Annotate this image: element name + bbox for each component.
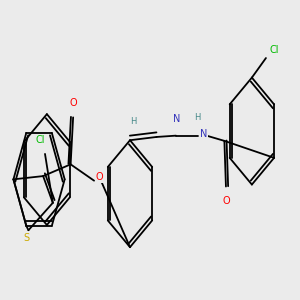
Text: H: H: [194, 113, 200, 122]
Text: O: O: [96, 172, 103, 182]
Text: Cl: Cl: [270, 45, 279, 55]
Text: S: S: [24, 233, 30, 243]
Text: O: O: [69, 98, 77, 108]
Text: N: N: [173, 114, 180, 124]
Text: N: N: [200, 129, 207, 139]
Text: Cl: Cl: [36, 135, 45, 145]
Text: O: O: [223, 196, 230, 206]
Text: H: H: [130, 118, 136, 127]
